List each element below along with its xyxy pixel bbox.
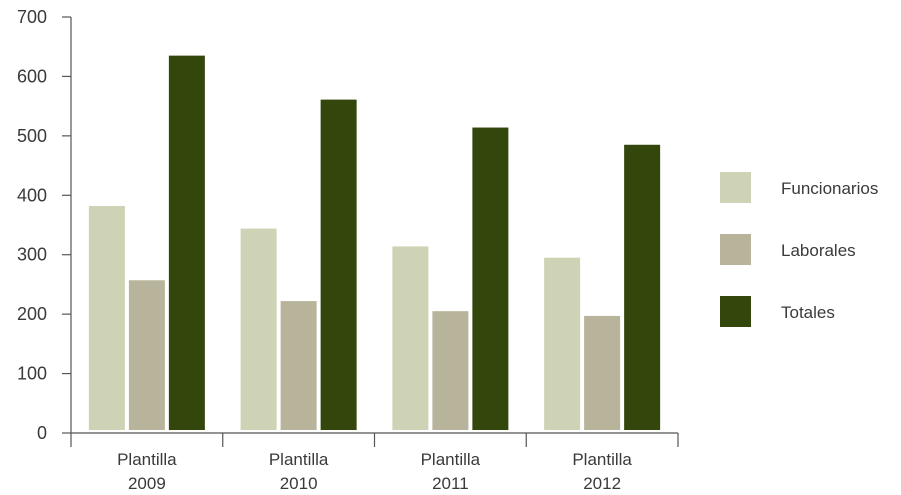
x-category-label: Plantilla	[572, 450, 632, 469]
y-tick-label: 300	[17, 245, 47, 265]
y-axis: 0 100 200 300 400 500 600 700	[17, 7, 72, 443]
x-category-label: 2011	[432, 474, 469, 493]
legend-label-totales: Totales	[781, 303, 835, 322]
legend-label-funcionarios: Funcionarios	[781, 179, 878, 198]
x-category-label: Plantilla	[421, 450, 481, 469]
bar-totales-3	[624, 144, 661, 430]
x-category-label: Plantilla	[269, 450, 329, 469]
bar-totales-1	[320, 99, 357, 430]
bar-laborales-1	[280, 301, 317, 430]
y-tick-label: 100	[17, 364, 47, 384]
x-category-label: 2012	[583, 474, 621, 493]
legend-label-laborales: Laborales	[781, 241, 856, 260]
legend-swatch-funcionarios	[720, 172, 751, 203]
legend-swatch-totales	[720, 296, 751, 327]
bar-funcionarios-0	[88, 205, 125, 430]
bar-totales-0	[168, 55, 205, 430]
x-category-label: Plantilla	[117, 450, 177, 469]
bar-funcionarios-2	[392, 246, 429, 430]
bar-laborales-0	[128, 280, 165, 430]
bar-funcionarios-1	[240, 228, 277, 430]
bar-laborales-3	[584, 315, 621, 430]
x-axis: Plantilla 2009 Plantilla 2010 Plantilla 2011 P…	[70, 432, 679, 493]
legend-swatch-laborales	[720, 234, 751, 265]
x-category-label: 2010	[280, 474, 318, 493]
y-tick-label: 600	[17, 66, 47, 86]
y-tick-label: 400	[17, 185, 47, 205]
bar-laborales-2	[432, 311, 469, 430]
bars	[88, 55, 661, 430]
y-tick-label: 500	[17, 126, 47, 146]
x-category-label: 2009	[128, 474, 166, 493]
y-tick-label: 200	[17, 304, 47, 324]
bar-totales-2	[472, 127, 509, 430]
y-tick-label: 0	[37, 423, 47, 443]
y-tick-label: 700	[17, 7, 47, 27]
bar-funcionarios-3	[544, 257, 581, 430]
legend: Funcionarios Laborales Totales	[720, 172, 878, 327]
